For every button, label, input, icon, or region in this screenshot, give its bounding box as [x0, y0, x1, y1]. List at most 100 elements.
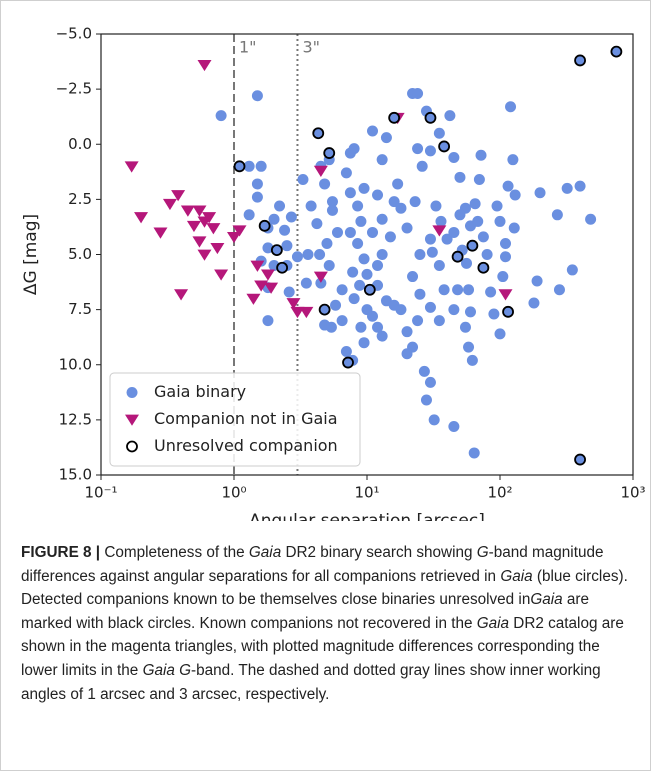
circle-marker [426, 246, 438, 258]
circle-marker [401, 222, 413, 234]
chart: −5.0 −2.5 0.0 2.5 5.0 7.5 10.0 12.5 15.010⁻¹ 10⁰ 1… [21, 25, 646, 522]
circle-marker [466, 354, 478, 366]
circle-marker [323, 260, 335, 272]
ring-marker [318, 303, 331, 316]
triangle-marker [186, 220, 201, 233]
triangle-marker [197, 59, 212, 72]
triangle-marker [250, 260, 265, 272]
caption-text: Gaia [500, 567, 533, 585]
circle-marker [300, 277, 312, 289]
caption-text: -band. The dashed and dotted gray lines … [21, 661, 601, 703]
circle-marker [358, 337, 370, 349]
circle-marker [215, 110, 227, 122]
circle-marker [444, 110, 456, 122]
triangle-marker [290, 306, 305, 319]
circle-marker [574, 180, 586, 192]
circle-marker [251, 178, 263, 190]
triangle-marker [432, 225, 447, 237]
y-tick-label: 10.0 [59, 355, 92, 373]
ring-marker [312, 127, 325, 140]
circle-marker [485, 286, 497, 298]
triangle-marker [286, 298, 301, 310]
circle-marker [509, 189, 521, 201]
circle-marker [325, 321, 337, 333]
circle-marker [507, 154, 519, 166]
circle-marker [531, 275, 543, 287]
legend-label: Gaia binary [154, 382, 246, 401]
circle-marker [358, 253, 370, 265]
circle-marker [433, 260, 445, 272]
caption-text: DR2 catalog are shown in the magenta tri… [21, 614, 624, 679]
triangle-marker [214, 269, 229, 281]
circle-marker [243, 209, 255, 221]
ring-marker [574, 54, 586, 67]
caption-text: (blue circles). Detected companions know… [21, 567, 628, 609]
circle-marker [494, 328, 506, 340]
triangle-marker [124, 161, 139, 173]
y-tick-label: −2.5 [56, 80, 92, 98]
circle-marker [372, 321, 384, 333]
circle-marker [412, 88, 424, 100]
circle-marker [354, 279, 366, 291]
circle-marker [505, 101, 517, 113]
circle-marker [262, 315, 274, 327]
circle-marker [297, 174, 309, 186]
triangle-marker [206, 223, 221, 235]
circle-marker [566, 264, 578, 276]
circle-marker [336, 315, 348, 327]
circle-marker [372, 189, 384, 201]
legend-marker [126, 387, 138, 398]
y-tick-label: 15.0 [59, 466, 92, 484]
circle-marker [302, 249, 314, 260]
circle-marker [463, 284, 475, 296]
circle-marker [279, 224, 291, 236]
reference-label: 3" [302, 38, 320, 57]
triangle-marker [171, 190, 186, 202]
circle-marker [424, 301, 436, 313]
circle-marker [348, 293, 360, 305]
circle-marker [326, 204, 338, 216]
circle-marker [497, 271, 509, 283]
circle-marker [376, 249, 388, 260]
x-tick-label: 10⁻¹ [84, 484, 117, 502]
circle-marker [401, 326, 413, 338]
circle-marker [384, 231, 396, 243]
circle-marker [409, 196, 421, 208]
reference-label: 1" [239, 38, 257, 57]
circle-marker [481, 249, 493, 260]
circle-marker [500, 251, 512, 263]
triangle-marker [153, 227, 168, 239]
circle-marker [473, 174, 485, 186]
circle-marker [500, 237, 512, 249]
legend-label: Unresolved companion [154, 436, 338, 455]
circle-marker [268, 213, 280, 225]
caption-text: Gaia [476, 614, 510, 632]
caption-text: G [476, 544, 489, 561]
triangle-marker [313, 271, 328, 283]
circle-marker [255, 160, 267, 172]
circle-marker [262, 242, 274, 254]
circle-marker [251, 191, 263, 203]
y-tick-label: −5.0 [56, 25, 92, 43]
circle-marker [344, 147, 356, 159]
circle-marker [448, 226, 460, 238]
circle-marker [355, 215, 367, 227]
circle-marker [274, 200, 286, 212]
circle-marker [461, 257, 473, 269]
circle-marker [448, 151, 460, 163]
y-axis-label: ΔG [mag] [21, 214, 41, 295]
circle-marker [281, 240, 293, 252]
circle-marker [494, 215, 506, 227]
circle-marker [376, 154, 388, 166]
ring-marker [502, 305, 514, 318]
circle-marker [367, 226, 379, 238]
ring-marker [342, 356, 354, 369]
legend-box [109, 372, 361, 467]
circle-marker [472, 215, 484, 227]
ring-marker [438, 140, 451, 153]
triangle-marker [197, 249, 212, 261]
triangle-marker [192, 205, 207, 217]
circle-marker [358, 182, 370, 194]
triangle-marker [192, 236, 207, 248]
triangle-marker [299, 306, 314, 319]
